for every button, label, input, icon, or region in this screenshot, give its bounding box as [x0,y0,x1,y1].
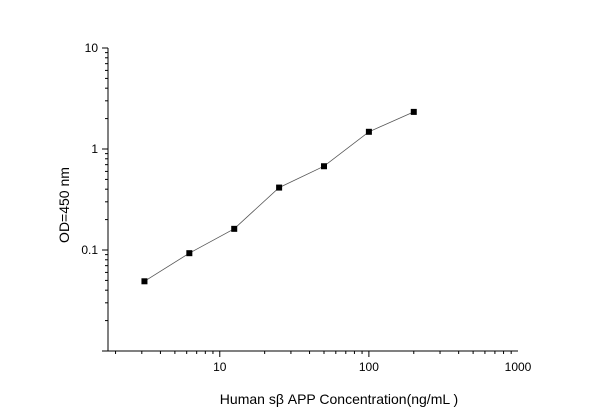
ticks: 10 100 1000 0.1 1 10 [81,41,531,374]
data-point [141,278,148,285]
y-tick-label: 0.1 [81,243,98,257]
data-point [320,163,327,170]
x-tick-label: 100 [359,360,379,374]
y-tick-label: 1 [91,142,98,156]
series-line [144,111,414,282]
axes [107,48,518,352]
x-tick-label: 1000 [505,360,532,374]
y-axis-title: OD=450 nm [56,167,72,243]
x-axis-title: Human sβ APP Concentration(ng/mL ) [220,391,458,407]
data-point [186,250,193,257]
data-point [231,225,238,232]
y-tick-label: 10 [85,41,99,55]
data-point [410,108,417,115]
data-series [141,108,417,285]
data-point [276,184,283,191]
x-tick-label: 10 [213,360,227,374]
data-point [365,128,372,135]
